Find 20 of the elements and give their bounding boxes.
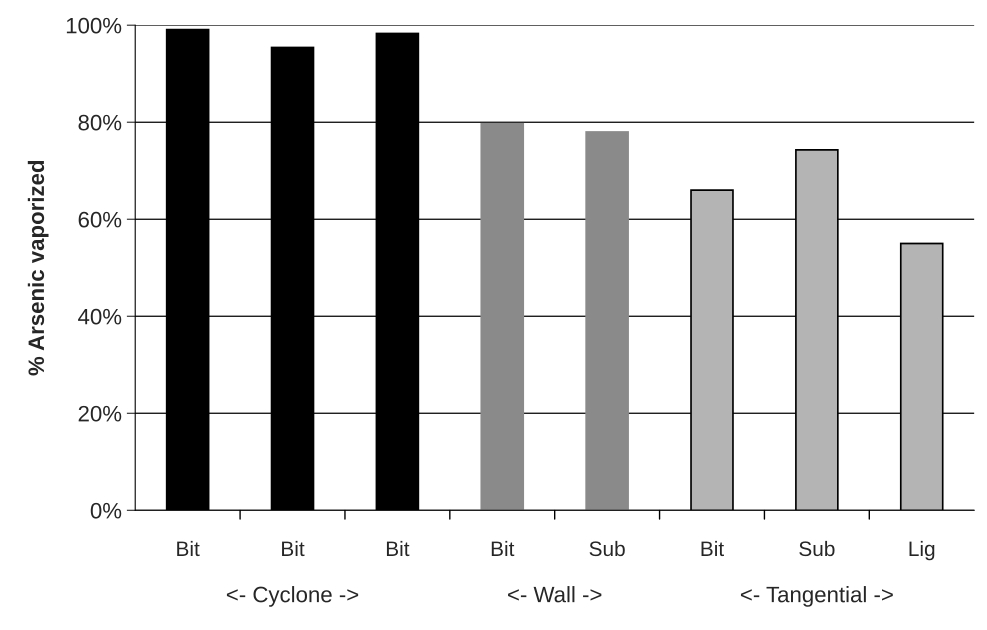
y-tick-label: 0% — [90, 502, 122, 519]
bar — [585, 131, 629, 510]
y-axis-title: % Arsenic vaporized — [28, 160, 49, 376]
x-tick-label: Sub — [590, 540, 625, 556]
x-tick-label: Sub — [799, 540, 835, 556]
x-tick-label: Bit — [282, 540, 305, 556]
x-tick-label: Bit — [492, 540, 514, 556]
x-tick-label: Bit — [386, 540, 410, 556]
text: <- Tangential -> — [740, 586, 893, 607]
y-tick-label: 80% — [78, 114, 122, 130]
y-tick-label: 100% — [66, 18, 122, 34]
x-tick-label: Bit — [702, 540, 724, 556]
text: <- Cyclone -> — [226, 586, 358, 607]
x-tick-label: Bit — [177, 540, 200, 556]
x-tick-label: Lig — [910, 540, 934, 560]
text: <- Wall -> — [508, 586, 602, 602]
bar — [480, 122, 524, 510]
y-tick-label: 60% — [78, 212, 122, 228]
y-tick-label: 40% — [78, 308, 122, 325]
y-tick-label: 20% — [78, 406, 122, 422]
